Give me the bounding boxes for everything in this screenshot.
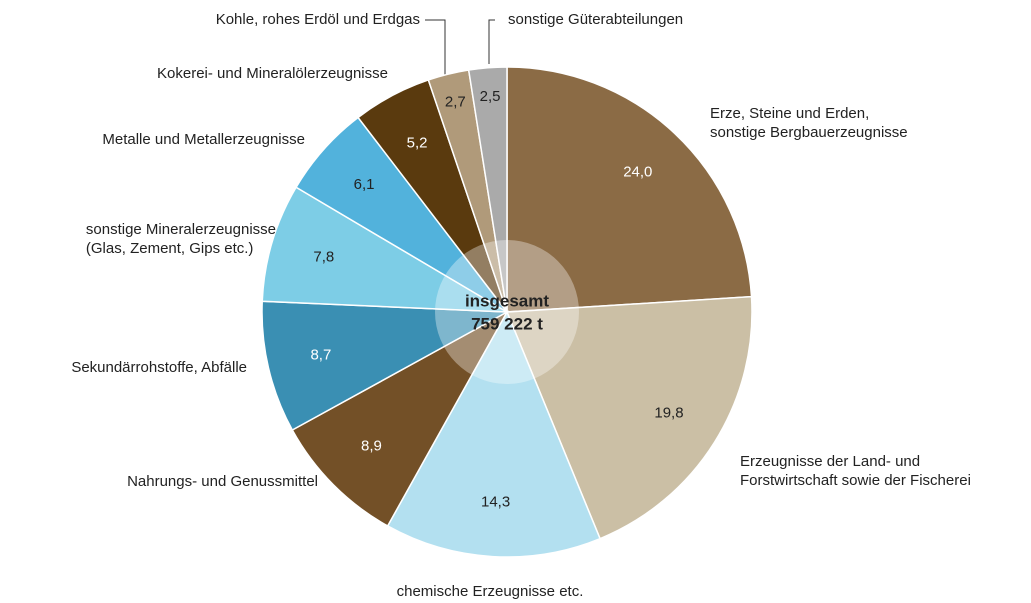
value-label: 5,2 <box>407 134 428 151</box>
center-text: insgesamt <box>465 291 549 310</box>
pie-slice <box>386 310 602 558</box>
pie-slice <box>505 295 753 540</box>
pie-slice <box>467 66 508 313</box>
category-label: sonstige Güterabteilungen <box>508 11 684 28</box>
category-label: Sekundärrohstoffe, Abfälle <box>71 359 247 376</box>
category-label: Metalle und Metallerzeugnisse <box>102 131 305 148</box>
value-label: 24,0 <box>623 164 652 181</box>
value-label: 14,3 <box>481 494 510 511</box>
leader-line <box>488 19 495 64</box>
category-label: Kokerei- und Mineralölerzeugnisse <box>157 65 388 82</box>
category-label: chemische Erzeugnisse etc. <box>396 583 584 600</box>
category-label: Kohle, rohes Erdöl und Erdgas <box>215 11 420 28</box>
center-text: 759 222 t <box>471 314 543 333</box>
category-label: sonstige Mineralerzeugnisse (Glas, Zemen… <box>85 221 276 257</box>
pie-slice <box>506 66 753 313</box>
value-label: 7,8 <box>313 249 334 266</box>
leader-line <box>425 19 446 76</box>
pie-slice <box>261 300 510 432</box>
pie-slice <box>261 186 508 313</box>
value-label: 8,7 <box>310 346 331 363</box>
value-label: 2,7 <box>445 94 466 111</box>
value-label: 19,8 <box>654 404 683 421</box>
category-label: Erze, Steine und Erden, sonstige Bergbau… <box>710 105 908 141</box>
value-label: 2,5 <box>480 88 501 105</box>
value-label: 6,1 <box>354 176 375 193</box>
value-label: 8,9 <box>361 438 382 455</box>
center-hole <box>435 240 579 384</box>
pie-slice <box>291 310 509 527</box>
category-label: Nahrungs- und Genussmittel <box>127 473 318 490</box>
category-label: Erzeugnisse der Land- und Forstwirtschaf… <box>740 453 971 489</box>
